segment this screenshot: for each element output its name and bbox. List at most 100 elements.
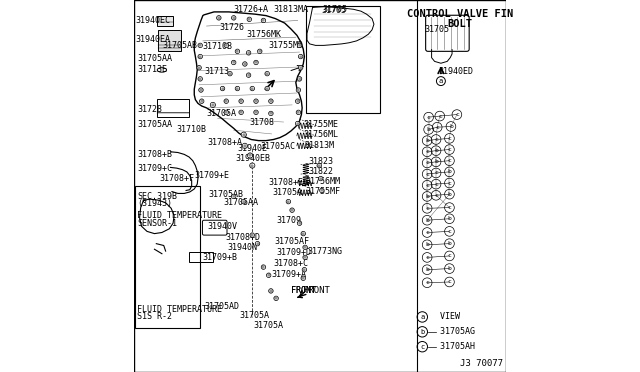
Text: c: c (434, 137, 438, 142)
Text: 31755MF: 31755MF (306, 187, 341, 196)
Circle shape (243, 143, 248, 148)
Text: c: c (435, 125, 439, 130)
Circle shape (274, 296, 278, 301)
Text: b: b (447, 192, 451, 197)
Text: 31705: 31705 (322, 6, 347, 15)
Circle shape (298, 43, 302, 48)
Text: 31940EA: 31940EA (136, 35, 171, 44)
Circle shape (216, 16, 221, 20)
Text: c: c (447, 205, 451, 210)
Circle shape (301, 231, 305, 236)
Circle shape (243, 62, 247, 66)
Text: c: c (455, 112, 459, 117)
Circle shape (254, 110, 259, 115)
Text: c: c (434, 182, 438, 187)
Text: 31756MM: 31756MM (306, 177, 341, 186)
Text: c: c (425, 255, 429, 260)
Circle shape (197, 65, 202, 70)
Circle shape (298, 65, 303, 70)
Text: c: c (425, 230, 429, 235)
Circle shape (302, 267, 307, 272)
Text: 31756ML: 31756ML (303, 130, 339, 139)
Circle shape (298, 54, 303, 59)
Bar (157, 99, 189, 117)
Text: 31705AC: 31705AC (260, 142, 296, 151)
Circle shape (239, 99, 243, 103)
Circle shape (296, 121, 300, 126)
Text: 31705A: 31705A (239, 311, 269, 320)
Text: c: c (425, 206, 429, 211)
Circle shape (224, 99, 228, 103)
Text: 31755MD: 31755MD (269, 41, 303, 50)
Text: 31713: 31713 (204, 67, 229, 76)
Text: c: c (434, 170, 438, 176)
Circle shape (261, 265, 266, 269)
Text: S1S R-2: S1S R-2 (137, 312, 172, 321)
Text: 31709+B: 31709+B (203, 253, 238, 262)
Circle shape (255, 241, 260, 246)
Text: c: c (425, 280, 429, 285)
Text: 31708+F: 31708+F (159, 174, 195, 183)
Text: 31756MK: 31756MK (246, 30, 282, 39)
Circle shape (265, 86, 269, 91)
Text: b: b (425, 194, 429, 199)
Bar (157, 16, 173, 26)
Text: (31943): (31943) (137, 199, 172, 208)
Circle shape (250, 163, 255, 168)
Circle shape (266, 273, 271, 278)
Circle shape (235, 86, 239, 91)
Circle shape (296, 99, 300, 103)
Text: 31710B: 31710B (203, 42, 233, 51)
Circle shape (301, 276, 305, 280)
Text: c: c (447, 279, 451, 285)
Circle shape (319, 176, 323, 181)
Text: 31940N: 31940N (228, 243, 258, 252)
Circle shape (269, 99, 273, 103)
Text: b: b (447, 169, 451, 174)
Circle shape (303, 255, 307, 260)
Text: 31773NG: 31773NG (307, 247, 342, 256)
Text: 31813MA: 31813MA (273, 5, 308, 14)
Text: 31709+D: 31709+D (276, 248, 311, 257)
Text: a: a (420, 314, 424, 320)
Circle shape (239, 110, 243, 115)
Text: b: b (447, 216, 451, 221)
Text: 31713E: 31713E (137, 65, 167, 74)
Text: SENSOR-1: SENSOR-1 (137, 219, 177, 228)
Text: 31708+C: 31708+C (273, 259, 308, 268)
Circle shape (198, 54, 202, 59)
Text: b: b (449, 124, 453, 129)
Text: 31708+A: 31708+A (207, 138, 243, 147)
Text: SEC.319B: SEC.319B (137, 192, 177, 201)
Circle shape (228, 71, 232, 76)
Text: 31705AG: 31705AG (429, 327, 475, 336)
Text: 31705: 31705 (424, 25, 449, 33)
Text: b: b (434, 159, 438, 164)
Text: 31823: 31823 (309, 157, 334, 166)
Text: 31940V: 31940V (207, 222, 237, 231)
Text: 31709+C: 31709+C (137, 164, 172, 173)
Text: c: c (434, 193, 438, 198)
Text: c: c (447, 253, 451, 259)
Text: 31822: 31822 (309, 167, 334, 176)
Circle shape (232, 16, 236, 20)
Text: 31705AA: 31705AA (137, 120, 172, 129)
Circle shape (198, 43, 202, 48)
Circle shape (290, 208, 294, 212)
Text: b: b (434, 148, 438, 153)
Text: b: b (425, 242, 429, 247)
Text: 31705AB: 31705AB (209, 190, 243, 199)
Circle shape (254, 99, 259, 103)
Text: 31709+E: 31709+E (195, 171, 229, 180)
Text: b: b (425, 218, 429, 223)
Text: FRONT: FRONT (291, 286, 316, 295)
Circle shape (232, 60, 236, 65)
Text: 31705AF: 31705AF (275, 237, 310, 246)
Circle shape (247, 17, 252, 22)
Text: c: c (447, 229, 451, 234)
Circle shape (248, 153, 253, 158)
Text: 31705AA: 31705AA (223, 198, 259, 207)
Circle shape (246, 73, 251, 77)
Text: 31705AB: 31705AB (162, 41, 197, 50)
Text: 31940E: 31940E (237, 144, 267, 153)
